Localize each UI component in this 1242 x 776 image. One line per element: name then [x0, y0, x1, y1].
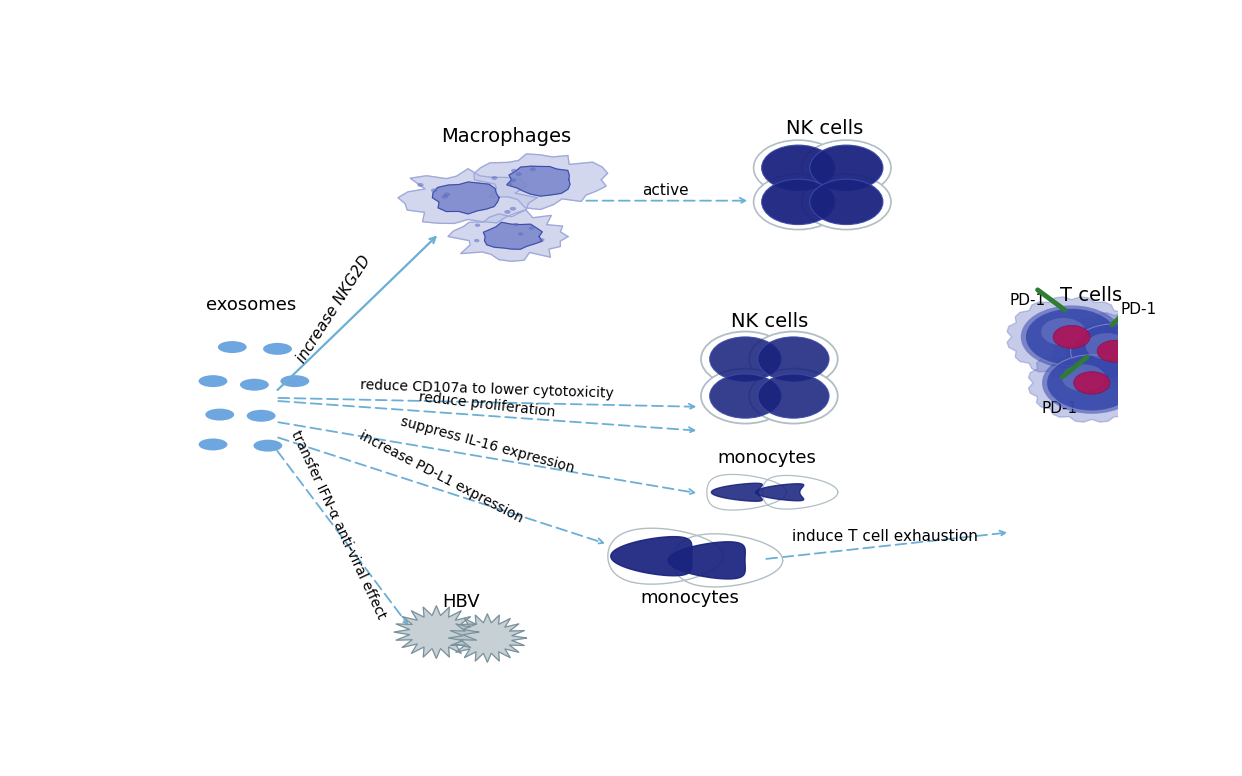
- Text: monocytes: monocytes: [717, 449, 816, 466]
- Polygon shape: [397, 168, 537, 223]
- Polygon shape: [474, 154, 607, 210]
- Ellipse shape: [240, 379, 268, 390]
- Circle shape: [1062, 365, 1105, 391]
- Circle shape: [810, 179, 883, 224]
- Text: induce T cell exhaustion: induce T cell exhaustion: [792, 529, 977, 544]
- Ellipse shape: [199, 438, 227, 450]
- Circle shape: [802, 140, 891, 196]
- Circle shape: [802, 174, 891, 230]
- Text: increase NKG2D: increase NKG2D: [293, 254, 373, 366]
- Circle shape: [509, 206, 517, 211]
- Polygon shape: [1028, 344, 1155, 422]
- Circle shape: [492, 176, 497, 180]
- Circle shape: [1074, 372, 1110, 394]
- Circle shape: [1042, 352, 1141, 414]
- Text: PD-1: PD-1: [1010, 293, 1046, 308]
- Circle shape: [442, 195, 448, 199]
- Circle shape: [1066, 321, 1164, 382]
- Circle shape: [431, 189, 437, 192]
- Circle shape: [1071, 324, 1159, 379]
- Polygon shape: [607, 528, 723, 584]
- Polygon shape: [673, 534, 782, 587]
- Ellipse shape: [199, 375, 227, 387]
- Circle shape: [758, 337, 830, 381]
- Circle shape: [474, 239, 479, 242]
- Circle shape: [1041, 318, 1086, 345]
- Text: reduce proliferation: reduce proliferation: [419, 390, 556, 420]
- Ellipse shape: [247, 410, 276, 422]
- Text: Macrophages: Macrophages: [441, 126, 571, 146]
- Circle shape: [761, 145, 835, 191]
- Circle shape: [417, 183, 424, 187]
- Circle shape: [1086, 333, 1128, 359]
- Ellipse shape: [253, 440, 282, 452]
- Circle shape: [1047, 355, 1138, 411]
- Circle shape: [529, 227, 534, 230]
- Polygon shape: [611, 537, 692, 576]
- Ellipse shape: [281, 375, 309, 387]
- Polygon shape: [763, 476, 838, 509]
- Text: PD-1: PD-1: [1042, 400, 1078, 415]
- Circle shape: [749, 369, 837, 424]
- Circle shape: [709, 337, 781, 381]
- Circle shape: [507, 182, 513, 186]
- Polygon shape: [507, 166, 570, 196]
- Text: NK cells: NK cells: [786, 120, 863, 138]
- Circle shape: [1097, 340, 1133, 362]
- Circle shape: [749, 331, 837, 386]
- Circle shape: [518, 232, 523, 236]
- Text: exosomes: exosomes: [206, 296, 297, 314]
- Circle shape: [539, 238, 544, 241]
- Ellipse shape: [205, 409, 235, 421]
- Circle shape: [700, 331, 790, 386]
- Ellipse shape: [263, 343, 292, 355]
- Circle shape: [754, 174, 843, 230]
- Circle shape: [754, 140, 843, 196]
- Text: PD-1: PD-1: [1122, 302, 1158, 317]
- Text: T cells: T cells: [1059, 286, 1122, 305]
- Circle shape: [758, 374, 830, 418]
- Circle shape: [700, 369, 790, 424]
- Circle shape: [443, 192, 450, 196]
- Circle shape: [1026, 308, 1118, 365]
- Polygon shape: [432, 182, 499, 214]
- Polygon shape: [1007, 297, 1136, 377]
- Ellipse shape: [217, 341, 247, 353]
- Text: active: active: [642, 183, 689, 198]
- Text: suppress IL-16 expression: suppress IL-16 expression: [399, 414, 576, 475]
- Text: HBV: HBV: [442, 593, 481, 611]
- Circle shape: [474, 223, 481, 227]
- Circle shape: [504, 210, 510, 214]
- Text: monocytes: monocytes: [640, 589, 739, 607]
- Polygon shape: [448, 614, 527, 662]
- Circle shape: [1053, 325, 1090, 348]
- Circle shape: [513, 223, 519, 227]
- Circle shape: [515, 172, 522, 176]
- Polygon shape: [1053, 313, 1177, 390]
- Polygon shape: [394, 606, 478, 658]
- Polygon shape: [448, 210, 568, 262]
- Polygon shape: [712, 483, 763, 501]
- Polygon shape: [707, 474, 786, 510]
- Polygon shape: [483, 222, 543, 249]
- Circle shape: [810, 145, 883, 191]
- Circle shape: [1021, 306, 1123, 369]
- Polygon shape: [668, 542, 745, 579]
- Text: reduce CD107a to lower cytotoxicity: reduce CD107a to lower cytotoxicity: [360, 378, 615, 400]
- Circle shape: [709, 374, 781, 418]
- Text: increase PD-L1 expression: increase PD-L1 expression: [358, 429, 525, 526]
- Circle shape: [510, 178, 515, 182]
- Circle shape: [761, 179, 835, 224]
- Text: NK cells: NK cells: [730, 312, 809, 331]
- Circle shape: [530, 168, 535, 171]
- Text: transfer IFN-α anti-viral effect: transfer IFN-α anti-viral effect: [288, 428, 388, 622]
- Polygon shape: [755, 483, 804, 501]
- Circle shape: [510, 169, 517, 172]
